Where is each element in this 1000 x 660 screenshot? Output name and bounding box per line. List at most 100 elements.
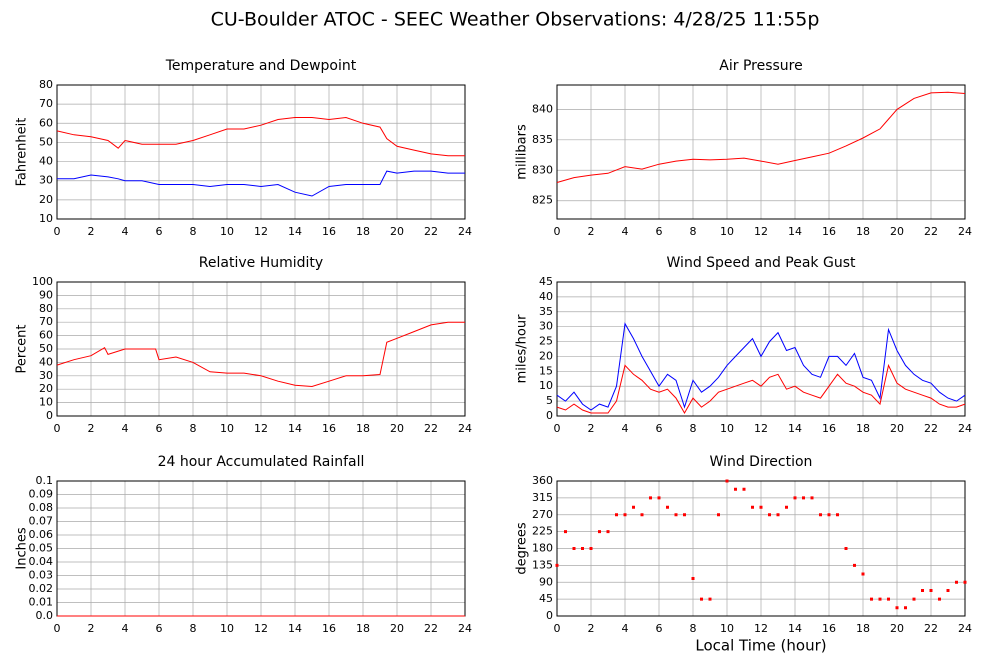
y-tick-label: 0.07 <box>29 515 54 528</box>
point <box>572 547 576 550</box>
x-tick-label: 12 <box>254 422 268 435</box>
y-tick-label: 60 <box>39 116 53 129</box>
x-tick-label: 6 <box>156 422 163 435</box>
y-tick-label: 360 <box>532 474 553 487</box>
x-tick-label: 18 <box>856 622 870 635</box>
point <box>742 487 746 491</box>
y-tick-label: 180 <box>532 542 553 555</box>
x-tick-label: 18 <box>856 225 870 238</box>
x-tick-label: 14 <box>288 225 302 238</box>
y-axis-label: Fahrenheit <box>15 118 30 187</box>
x-tick-label: 4 <box>122 422 129 435</box>
point <box>759 505 763 509</box>
y-tick-label: 90 <box>39 288 53 301</box>
point <box>853 563 856 567</box>
x-tick-label: 24 <box>958 422 972 435</box>
point <box>623 513 627 517</box>
point <box>555 563 559 567</box>
x-tick-label: 24 <box>458 225 472 238</box>
x-tick-label: 18 <box>356 225 370 238</box>
x-tick-label: 10 <box>720 622 734 635</box>
x-tick-label: 24 <box>458 622 472 635</box>
y-tick-label: 840 <box>532 102 553 115</box>
x-tick-label: 22 <box>424 225 438 238</box>
point <box>674 513 678 517</box>
y-tick-label: 0 <box>546 609 553 622</box>
x-tick-label: 22 <box>424 622 438 635</box>
x-axis-label: Local Time (hour) <box>695 637 826 655</box>
point <box>776 513 780 517</box>
point <box>598 530 601 534</box>
series-line <box>56 116 465 157</box>
point <box>606 530 610 534</box>
y-tick-label: 225 <box>532 525 553 538</box>
x-tick-label: 20 <box>390 622 404 635</box>
x-tick-label: 18 <box>356 622 370 635</box>
y-tick-label: 20 <box>39 193 53 206</box>
y-tick-label: 100 <box>32 275 53 288</box>
point <box>640 513 644 517</box>
point <box>725 479 729 483</box>
y-tick-label: 0.09 <box>29 488 54 501</box>
y-tick-label: 30 <box>39 174 53 187</box>
x-tick-label: 22 <box>924 422 938 435</box>
point <box>819 513 822 517</box>
y-tick-label: 0.02 <box>29 582 54 595</box>
y-axis-label: Percent <box>15 325 30 374</box>
x-tick-label: 20 <box>890 422 904 435</box>
y-tick-label: 50 <box>39 342 53 355</box>
x-tick-label: 4 <box>122 225 129 238</box>
point <box>861 572 865 576</box>
chart-title: Temperature and Dewpoint <box>165 58 357 74</box>
x-tick-label: 6 <box>156 225 163 238</box>
x-tick-label: 8 <box>190 422 197 435</box>
x-tick-label: 6 <box>656 225 663 238</box>
y-tick-label: 70 <box>39 97 53 110</box>
x-tick-label: 20 <box>390 225 404 238</box>
plot-frame <box>556 281 966 417</box>
x-tick-label: 2 <box>88 622 95 635</box>
y-tick-label: 0.0 <box>36 609 54 622</box>
point <box>785 505 788 509</box>
point <box>938 597 941 601</box>
x-tick-label: 2 <box>88 225 95 238</box>
point <box>615 513 618 517</box>
series-line <box>56 321 465 388</box>
x-tick-label: 14 <box>788 622 802 635</box>
point <box>955 580 958 584</box>
y-tick-label: 135 <box>532 558 553 571</box>
x-tick-label: 18 <box>356 422 370 435</box>
series-line <box>556 322 966 411</box>
y-tick-label: 270 <box>532 508 553 521</box>
point <box>581 547 584 550</box>
point <box>683 513 686 517</box>
y-tick-label: 40 <box>39 355 53 368</box>
y-tick-label: 90 <box>539 575 553 588</box>
point <box>793 496 797 500</box>
point <box>708 597 712 601</box>
y-tick-label: 45 <box>539 275 553 288</box>
plot-frame <box>56 281 466 417</box>
x-tick-label: 8 <box>190 622 197 635</box>
y-tick-label: 835 <box>532 133 553 146</box>
y-tick-label: 15 <box>539 364 553 377</box>
x-tick-label: 8 <box>690 622 697 635</box>
point <box>887 597 890 601</box>
y-axis-label: Inches <box>15 527 30 569</box>
x-tick-label: 2 <box>588 622 595 635</box>
y-tick-label: 40 <box>39 155 53 168</box>
y-tick-label: 0.06 <box>29 528 54 541</box>
x-tick-label: 6 <box>656 422 663 435</box>
point <box>666 505 669 509</box>
x-tick-label: 10 <box>220 225 234 238</box>
point <box>734 487 737 491</box>
series-line <box>556 363 966 415</box>
y-tick-label: 0.04 <box>29 555 54 568</box>
plot-frame <box>556 480 966 617</box>
y-tick-label: 0 <box>46 409 53 422</box>
plot-frame <box>556 84 966 220</box>
series-line <box>57 170 465 197</box>
y-tick-label: 70 <box>39 315 53 328</box>
x-tick-label: 0 <box>554 422 561 435</box>
